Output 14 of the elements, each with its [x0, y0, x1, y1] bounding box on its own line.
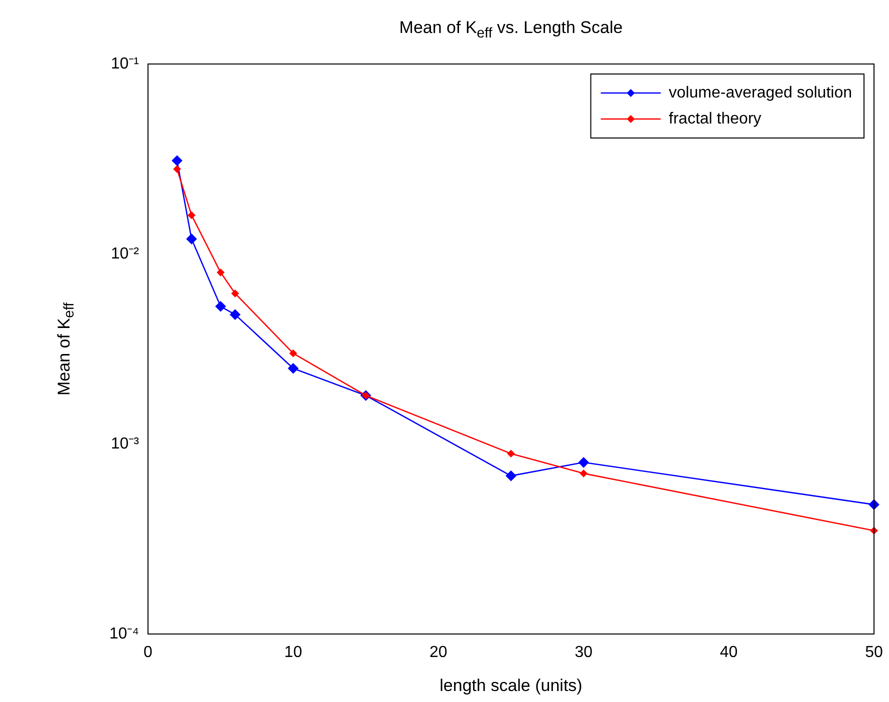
y-tick-label: 10⁻¹: [110, 55, 139, 72]
x-tick-label: 20: [430, 644, 448, 662]
legend-label: volume-averaged solution: [668, 84, 852, 102]
x-tick-label: 0: [144, 644, 153, 662]
x-tick-label: 40: [720, 644, 738, 662]
chart-title: Mean of K$_{eff}$ vs. Length Scale: [398, 18, 624, 42]
y-tick-label: 10⁻²: [110, 245, 140, 262]
x-tick-label: 30: [574, 644, 593, 662]
x-tick-label: 10: [284, 644, 302, 662]
legend-label: fractal theory: [668, 110, 762, 128]
y-tick-label: 10⁻³: [110, 435, 140, 452]
x-axis-title: length scale (units): [438, 676, 584, 696]
y-tick-label: 10⁻⁴: [109, 625, 140, 642]
x-tick-label: 50: [865, 644, 883, 662]
